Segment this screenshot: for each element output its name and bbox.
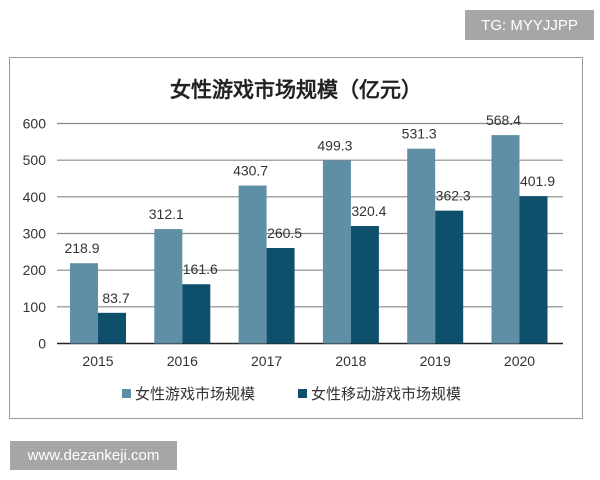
- legend-swatch: [122, 389, 131, 398]
- data-label: 531.3: [402, 126, 437, 142]
- y-tick-label: 500: [23, 152, 47, 168]
- legend-label: 女性游戏市场规模: [135, 385, 255, 403]
- chart-title: 女性游戏市场规模（亿元）: [170, 78, 422, 102]
- data-label: 312.1: [149, 206, 184, 222]
- bar-total: [70, 263, 98, 344]
- bar-total: [407, 148, 436, 344]
- bar-total: [154, 229, 183, 344]
- y-tick-label: 300: [23, 226, 47, 242]
- bar-mobile: [182, 284, 211, 344]
- bar-total: [491, 135, 520, 344]
- bar-mobile: [435, 210, 464, 344]
- x-tick-label: 2019: [420, 353, 451, 369]
- y-tick-label: 400: [23, 189, 47, 205]
- data-label: 161.6: [183, 261, 218, 277]
- bar-mobile: [350, 226, 379, 344]
- y-tick-label: 600: [23, 116, 47, 132]
- x-tick-label: 2018: [335, 353, 366, 369]
- chart-frame: [9, 57, 583, 419]
- watermark-site: www.dezankeji.com: [10, 441, 177, 470]
- data-label: 260.5: [267, 225, 302, 241]
- data-label: 499.3: [317, 137, 352, 153]
- x-tick-label: 2015: [82, 353, 113, 369]
- bar-total: [238, 185, 267, 344]
- data-label: 362.3: [436, 188, 471, 204]
- x-tick-label: 2017: [251, 353, 282, 369]
- data-label: 568.4: [486, 112, 521, 128]
- data-label: 320.4: [351, 203, 386, 219]
- y-tick-label: 100: [23, 299, 47, 315]
- bar-mobile: [266, 247, 295, 344]
- data-label: 430.7: [233, 163, 268, 179]
- legend-label: 女性移动游戏市场规模: [311, 385, 461, 403]
- y-tick-label: 200: [23, 262, 47, 278]
- x-tick-label: 2016: [167, 353, 198, 369]
- data-label: 83.7: [102, 290, 129, 306]
- x-tick-label: 2020: [504, 353, 535, 369]
- watermark-tg: TG: MYYJJPP: [465, 10, 594, 40]
- y-tick-label: 0: [38, 336, 46, 352]
- data-label: 218.9: [64, 240, 99, 256]
- data-label: 401.9: [520, 173, 555, 189]
- bar-mobile: [519, 196, 548, 344]
- bar-total: [322, 160, 351, 344]
- bar-mobile: [98, 312, 126, 344]
- legend-swatch: [298, 389, 307, 398]
